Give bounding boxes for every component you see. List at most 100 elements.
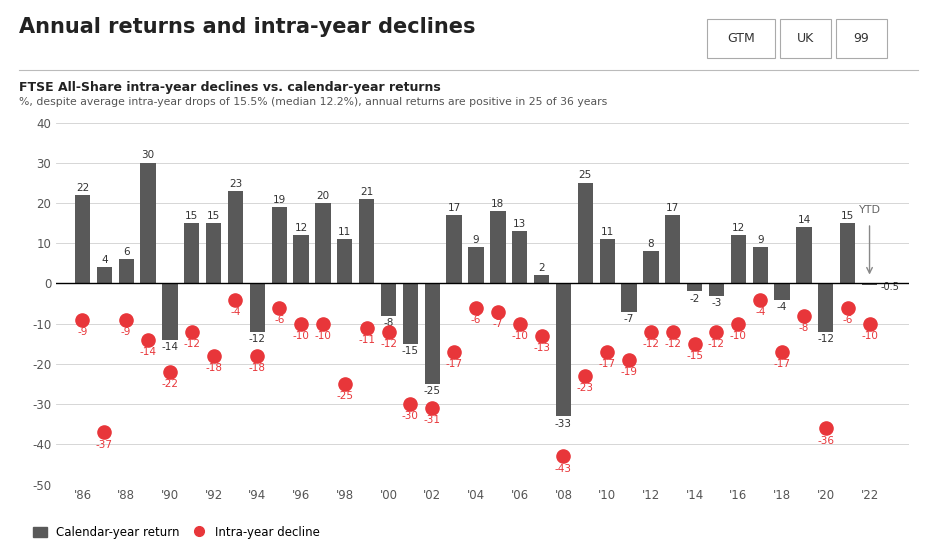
Bar <box>861 284 876 285</box>
Text: -8: -8 <box>383 318 393 328</box>
Text: -33: -33 <box>554 419 571 429</box>
Point <box>468 303 483 312</box>
Text: -6: -6 <box>841 315 852 325</box>
Point <box>358 323 373 332</box>
Text: -11: -11 <box>358 335 374 345</box>
Text: -30: -30 <box>402 412 418 422</box>
Bar <box>730 235 745 284</box>
Text: -12: -12 <box>249 334 266 344</box>
Bar <box>337 239 352 284</box>
Text: 23: 23 <box>228 178 241 188</box>
Text: 9: 9 <box>472 235 479 245</box>
Bar <box>686 284 702 291</box>
Text: -7: -7 <box>492 319 503 329</box>
Point <box>381 328 396 336</box>
Point <box>599 348 614 356</box>
Text: 12: 12 <box>294 223 307 233</box>
Point <box>119 315 134 324</box>
Text: 22: 22 <box>76 183 89 193</box>
Bar <box>621 284 636 311</box>
Text: -15: -15 <box>685 351 702 361</box>
Bar <box>490 211 505 284</box>
Text: GTM: GTM <box>726 32 754 46</box>
Text: 12: 12 <box>731 223 744 233</box>
Text: -10: -10 <box>314 331 331 341</box>
Text: -31: -31 <box>423 416 440 426</box>
Text: 6: 6 <box>123 247 129 257</box>
Point <box>512 319 527 328</box>
Text: -12: -12 <box>816 334 833 344</box>
Text: -0.5: -0.5 <box>880 282 899 292</box>
Text: 15: 15 <box>185 211 198 221</box>
Text: -12: -12 <box>183 339 200 349</box>
Point <box>402 400 417 409</box>
Bar <box>271 207 286 284</box>
Text: -19: -19 <box>620 367 636 377</box>
Text: -10: -10 <box>860 331 877 341</box>
Text: -14: -14 <box>139 347 156 357</box>
Point <box>315 319 330 328</box>
Text: 13: 13 <box>513 219 526 229</box>
Text: 17: 17 <box>665 203 679 213</box>
Point <box>140 335 155 344</box>
Bar <box>293 235 309 284</box>
Point <box>271 303 286 312</box>
Bar <box>796 227 811 284</box>
Bar <box>709 284 724 296</box>
Text: -17: -17 <box>773 359 790 369</box>
Bar <box>512 231 527 284</box>
Bar <box>358 199 374 284</box>
Text: 11: 11 <box>600 227 613 237</box>
Text: -2: -2 <box>689 294 699 304</box>
Point <box>250 351 265 360</box>
Point <box>227 295 242 304</box>
Bar <box>96 267 112 284</box>
Bar <box>665 215 680 284</box>
Text: 2: 2 <box>537 263 545 273</box>
Bar <box>184 223 199 284</box>
Text: -18: -18 <box>205 363 222 373</box>
Text: -12: -12 <box>708 339 724 349</box>
Text: -12: -12 <box>380 339 397 349</box>
Point <box>665 328 680 336</box>
Text: YTD: YTD <box>857 205 880 215</box>
Text: 20: 20 <box>316 190 329 201</box>
Bar <box>162 284 178 340</box>
Point <box>643 328 658 336</box>
Text: -9: -9 <box>77 327 88 337</box>
Text: -13: -13 <box>533 343 549 353</box>
Bar <box>315 203 330 284</box>
Text: -10: -10 <box>511 331 528 341</box>
Bar <box>752 247 768 284</box>
Bar <box>250 284 265 332</box>
Text: -3: -3 <box>710 298 721 308</box>
Text: -17: -17 <box>598 359 615 369</box>
Text: -15: -15 <box>402 346 418 356</box>
Point <box>162 368 177 377</box>
Text: 17: 17 <box>447 203 461 213</box>
Bar <box>119 260 134 284</box>
Point <box>730 319 745 328</box>
Bar <box>555 284 571 416</box>
Point <box>293 319 308 328</box>
Point <box>424 404 439 413</box>
Point <box>621 355 636 364</box>
Bar <box>643 251 658 284</box>
Text: -4: -4 <box>776 302 786 312</box>
Point <box>446 348 461 356</box>
Text: 15: 15 <box>207 211 220 221</box>
Text: -17: -17 <box>446 359 462 369</box>
Point <box>752 295 767 304</box>
Point <box>861 319 876 328</box>
Bar <box>75 195 90 284</box>
Bar <box>774 284 789 300</box>
Text: 14: 14 <box>797 214 810 224</box>
Point <box>817 424 832 433</box>
Point <box>578 372 592 380</box>
Text: 9: 9 <box>756 235 763 245</box>
Text: -12: -12 <box>642 339 659 349</box>
Text: -10: -10 <box>729 331 746 341</box>
Bar <box>534 275 548 284</box>
Text: -37: -37 <box>95 439 112 449</box>
Text: -14: -14 <box>161 342 178 352</box>
